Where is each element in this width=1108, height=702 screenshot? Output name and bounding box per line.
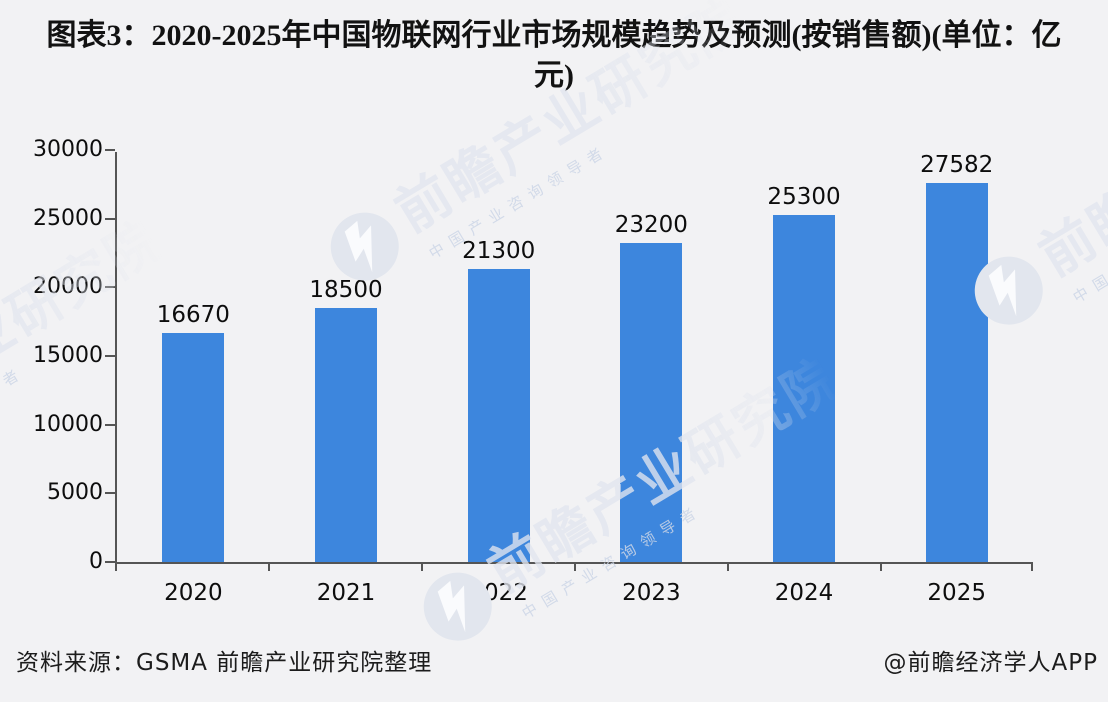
bar-value-label: 27582 bbox=[920, 152, 994, 178]
y-tick-label: 30000 bbox=[33, 137, 103, 162]
x-axis-label: 2025 bbox=[927, 580, 986, 606]
y-tick-mark bbox=[105, 423, 115, 426]
bar-value-label: 16670 bbox=[156, 302, 230, 328]
y-tick-label: 10000 bbox=[33, 411, 103, 437]
y-tick-mark bbox=[105, 149, 115, 151]
x-axis bbox=[115, 562, 1033, 572]
y-tick-label: 15000 bbox=[33, 343, 103, 368]
chart-title: 图表3：2020-2025年中国物联网行业市场规模趋势及预测(按销售额)(单位：… bbox=[46, 19, 1062, 92]
y-tick-mark bbox=[105, 217, 115, 220]
y-tick-mark bbox=[105, 286, 115, 289]
bar-slot: 25300 bbox=[728, 184, 881, 562]
bar-2025: 27582 bbox=[920, 152, 993, 562]
bar-value-label: 21300 bbox=[462, 238, 536, 264]
y-tick-mark bbox=[105, 492, 115, 495]
bar-slot: 23200 bbox=[575, 212, 728, 562]
watermark-tagline-text: 中国产业咨询领导者 bbox=[1069, 184, 1108, 307]
bar-value-label: 23200 bbox=[614, 212, 688, 238]
x-axis-label: 2023 bbox=[622, 580, 681, 606]
x-tick-mark bbox=[726, 562, 729, 571]
bar-slot: 21300 bbox=[422, 238, 575, 562]
x-axis-label: 2022 bbox=[469, 580, 528, 606]
bar-2024: 25300 bbox=[767, 184, 841, 562]
bar-2020: 16670 bbox=[157, 302, 230, 562]
credit-note: @前瞻经济学人APP bbox=[883, 650, 1098, 676]
x-tick-mark bbox=[115, 562, 117, 571]
bar-slot: 16670 bbox=[117, 302, 270, 562]
source-note: 资料来源：GSMA 前瞻产业研究院整理 bbox=[16, 650, 433, 676]
x-tick-mark bbox=[1031, 562, 1033, 571]
bar-slot: 27582 bbox=[880, 152, 1033, 562]
plot-area: 0 5000 10000 15000 20000 25000 30000 16670 1850… bbox=[33, 137, 1033, 606]
x-axis-label: 2020 bbox=[164, 580, 223, 606]
y-tick-mark bbox=[105, 355, 115, 357]
x-tick-mark bbox=[880, 562, 882, 571]
bars-row: 16670 18500 21300 23200 25300 27582 bbox=[117, 152, 1033, 562]
y-tick-label: 0 bbox=[89, 549, 103, 574]
y-tick-label: 25000 bbox=[33, 205, 103, 231]
bar-value-label: 25300 bbox=[767, 184, 841, 210]
bar-slot: 18500 bbox=[270, 277, 423, 562]
x-tick-mark bbox=[420, 562, 423, 571]
y-tick-mark bbox=[105, 561, 115, 563]
x-axis-label: 2024 bbox=[774, 580, 834, 606]
x-axis-label: 2021 bbox=[316, 580, 376, 606]
y-tick-label: 20000 bbox=[33, 274, 103, 300]
x-labels-row: 2020 2021 2022 2023 2024 2025 bbox=[117, 580, 1033, 606]
bar-value-label: 18500 bbox=[309, 277, 383, 303]
bar-2023: 23200 bbox=[615, 212, 688, 562]
y-tick-label: 5000 bbox=[47, 480, 103, 506]
bar-2021: 18500 bbox=[309, 277, 383, 562]
x-tick-mark bbox=[574, 562, 576, 571]
bar-2022: 21300 bbox=[462, 238, 535, 562]
x-tick-mark bbox=[267, 562, 270, 571]
y-axis: 0 5000 10000 15000 20000 25000 30000 bbox=[33, 137, 1033, 574]
qianzhan-logo-icon bbox=[411, 560, 504, 653]
